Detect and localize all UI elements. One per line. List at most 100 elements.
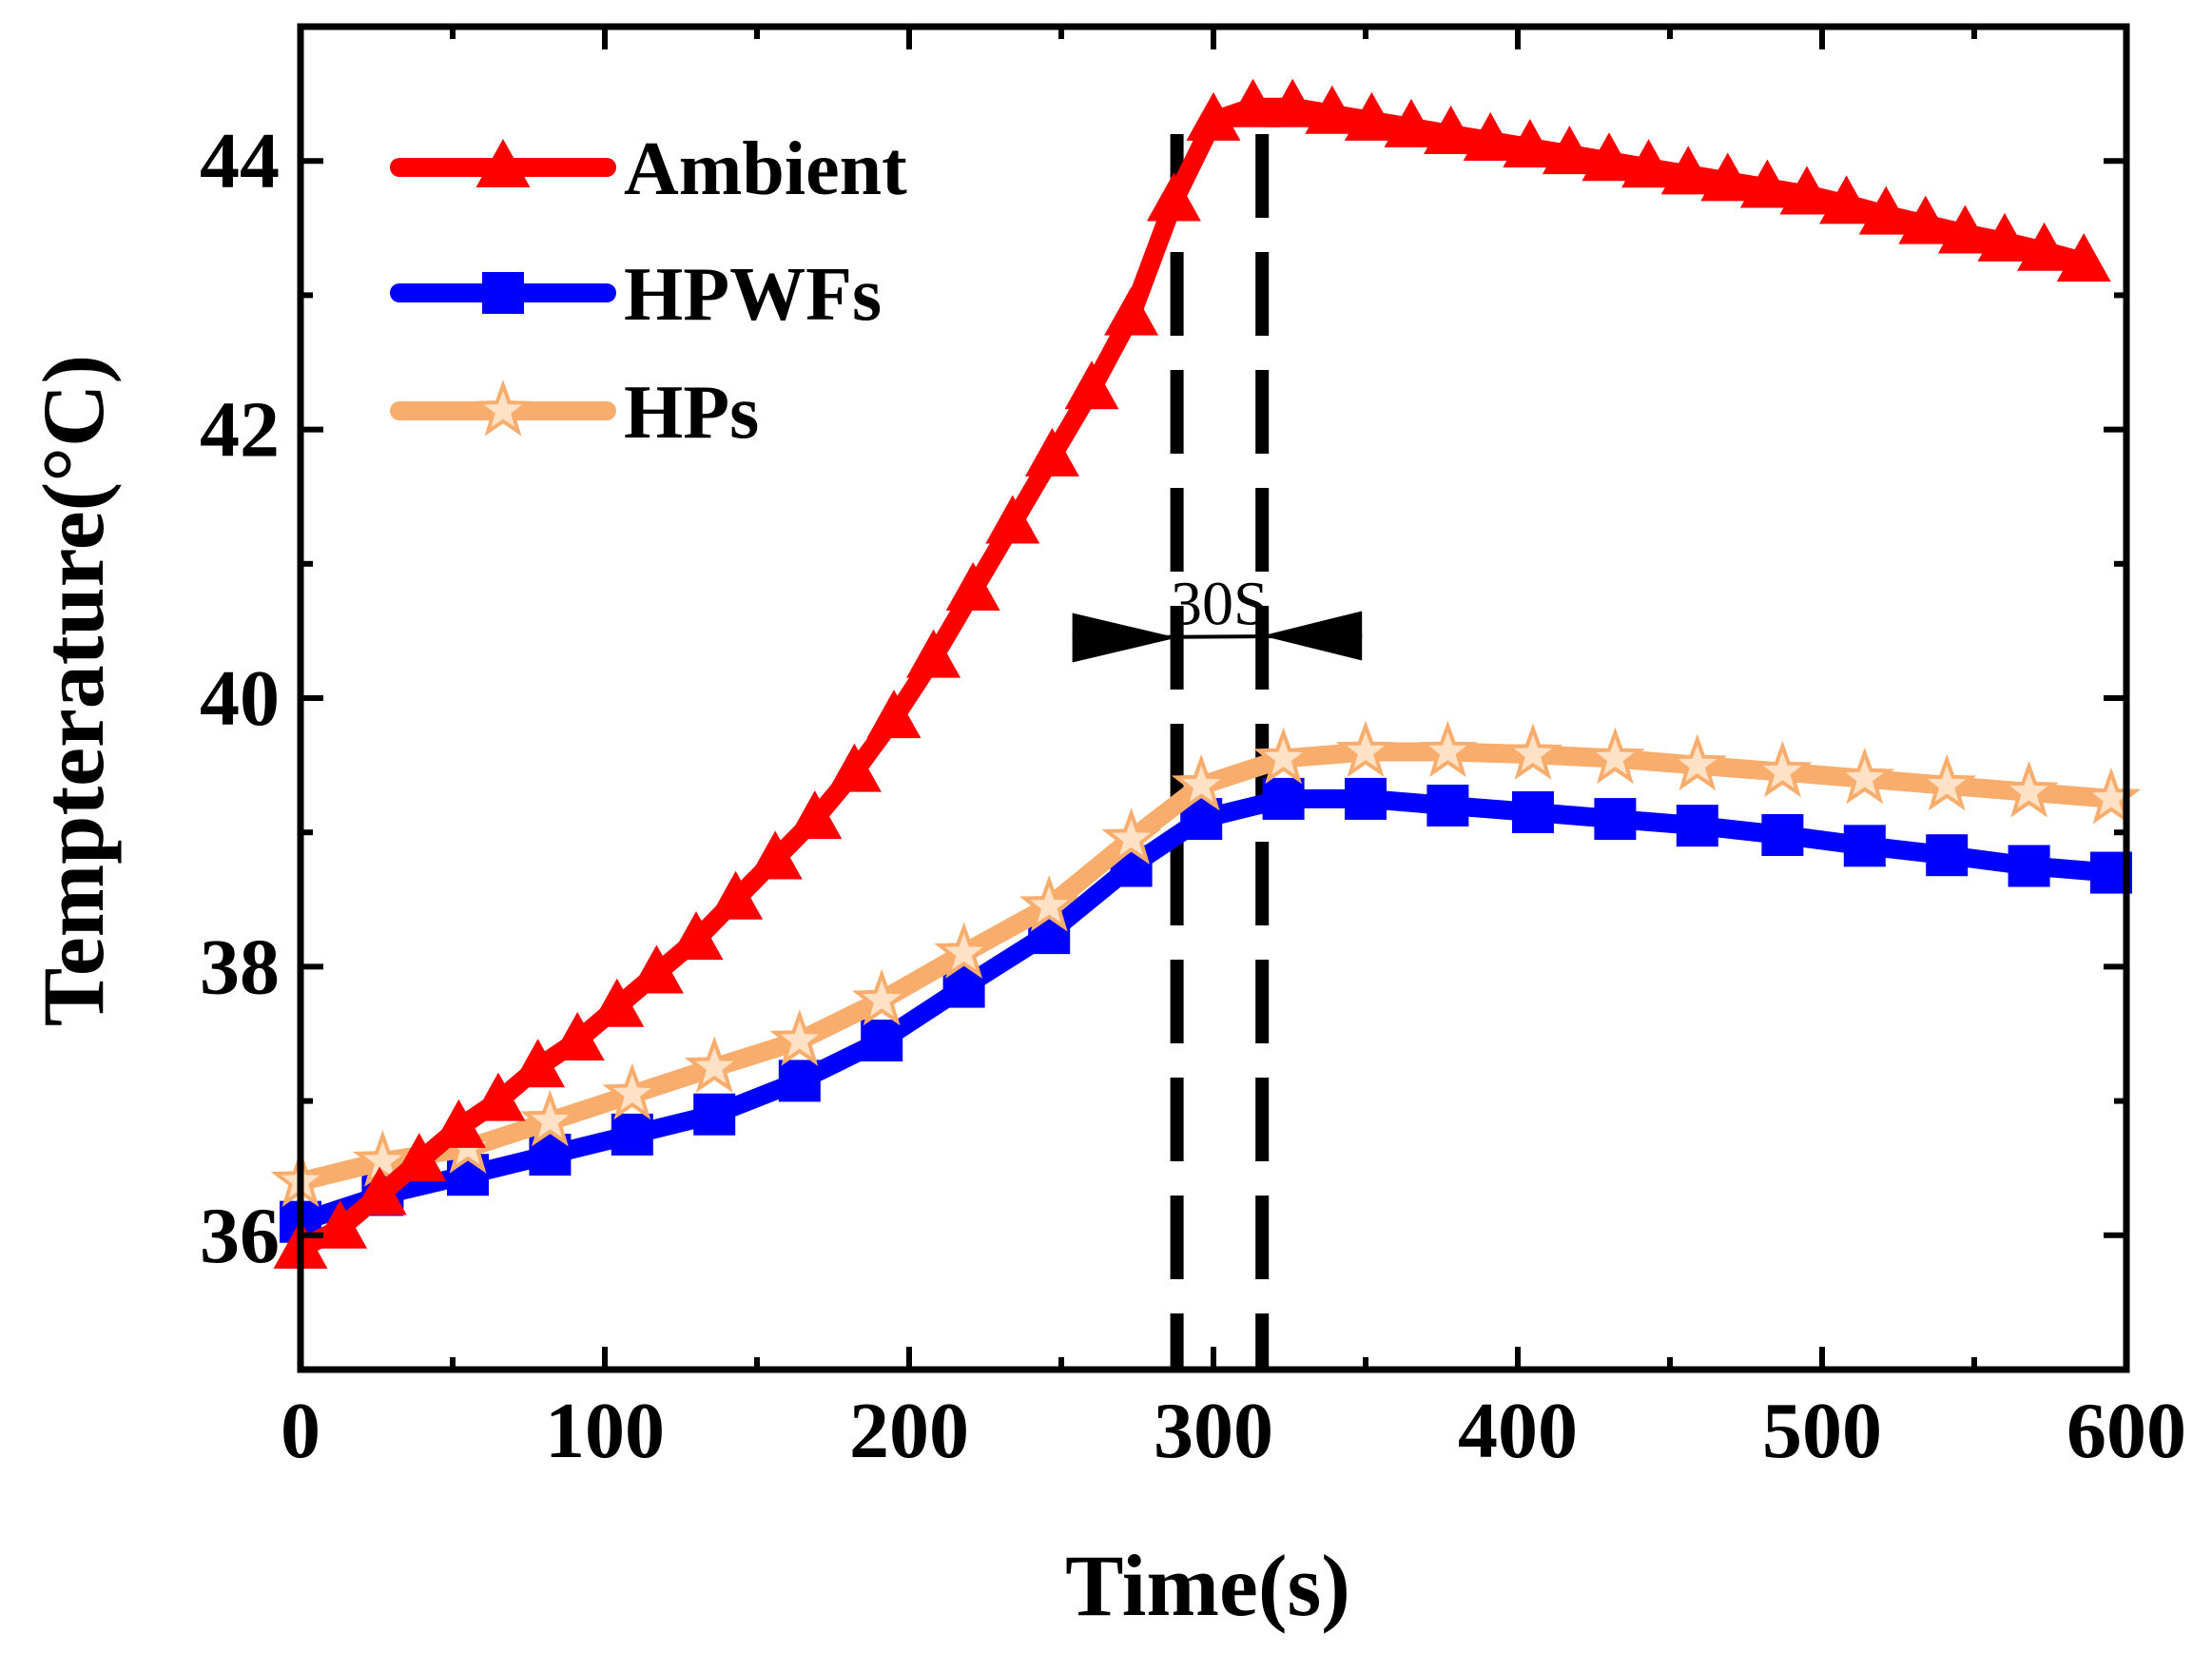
x-tick-label: 100: [545, 1387, 665, 1475]
data-point-ambient: [1024, 427, 1079, 476]
series-hps: [270, 720, 2142, 1208]
data-point-ambient: [1305, 85, 1360, 134]
x-tick-label: 500: [1762, 1387, 1882, 1475]
interval-arrow-left: [1072, 613, 1177, 663]
data-point-ambient: [392, 1133, 447, 1182]
data-point-ambient: [1937, 204, 1992, 254]
data-point-hpwfs: [1761, 814, 1804, 857]
legend-item-hpwfs: HPWFs: [390, 253, 882, 337]
interval-annotation-layer: 30S: [1072, 569, 1363, 663]
data-point-ambient: [2017, 222, 2072, 271]
y-tick-label: 36: [200, 1192, 280, 1280]
y-tick-label: 38: [200, 923, 280, 1011]
y-tick-label: 44: [200, 117, 280, 205]
x-tick-label: 400: [1458, 1387, 1578, 1475]
plot-frame: [297, 23, 2130, 1373]
x-tick-label: 600: [2066, 1387, 2186, 1475]
data-point-hps: [1999, 760, 2059, 818]
data-point-ambient: [1660, 146, 1716, 195]
data-point-ambient: [1542, 126, 1597, 175]
data-point-hps: [1171, 753, 1232, 811]
data-point-ambient: [1898, 195, 1953, 244]
legend-swatch-marker: [475, 139, 531, 187]
data-point-ambient: [1384, 98, 1439, 147]
legend-swatch-marker: [482, 272, 524, 314]
legend-label: HPWFs: [624, 253, 882, 337]
data-point-hps: [1916, 753, 1977, 811]
data-point-hps: [1667, 733, 1728, 791]
data-point-hpwfs: [1594, 798, 1637, 841]
data-point-hps: [851, 968, 912, 1026]
data-point-ambient: [431, 1099, 486, 1148]
data-point-ambient: [1104, 286, 1159, 336]
data-point-ambient: [787, 790, 843, 840]
data-point-hpwfs: [1926, 834, 1969, 877]
data-point-hpwfs: [1843, 825, 1886, 867]
annotation-lines-layer: [1170, 133, 1270, 1370]
data-point-ambient: [826, 743, 882, 792]
data-point-hpwfs: [1676, 805, 1718, 847]
data-point-ambient: [1819, 175, 1874, 224]
data-point-hps: [353, 1130, 413, 1187]
data-point-hpwfs: [611, 1113, 653, 1156]
data-point-hpwfs: [693, 1093, 736, 1136]
data-point-ambient: [1186, 91, 1241, 141]
series-ambient: [273, 78, 2111, 1269]
data-point-ambient: [1424, 105, 1479, 154]
data-point-hps: [769, 1009, 830, 1066]
data-point-ambient: [906, 629, 961, 678]
x-tick-label: 0: [281, 1387, 320, 1475]
legend-item-hps: HPs: [390, 371, 759, 455]
data-point-ambient: [1700, 152, 1756, 202]
data-point-hps: [1753, 740, 1813, 798]
data-point-ambient: [1621, 139, 1677, 188]
data-point-ambient: [550, 1012, 605, 1061]
data-point-ambient: [511, 1039, 566, 1088]
data-point-ambient: [471, 1072, 526, 1121]
data-point-ambient: [352, 1166, 407, 1215]
data-point-ambient: [1344, 91, 1399, 141]
legend-swatch-marker: [473, 379, 534, 437]
data-point-ambient: [1779, 165, 1834, 215]
x-axis-title: Time(s): [1065, 1537, 1350, 1634]
data-point-hpwfs: [1262, 777, 1305, 820]
data-point-hps: [1019, 874, 1079, 932]
data-point-hps: [934, 922, 994, 979]
data-point-hps: [684, 1036, 745, 1093]
data-point-ambient: [708, 870, 764, 920]
interval-arrow-right: [1262, 611, 1363, 661]
data-point-hpwfs: [2008, 845, 2050, 887]
x-tick-label: 300: [1154, 1387, 1273, 1475]
data-point-hps: [1585, 727, 1645, 785]
data-point-hps: [1253, 727, 1313, 785]
data-point-ambient: [1977, 212, 2032, 262]
y-tick-label: 42: [200, 386, 280, 475]
axes-layer: [297, 23, 2130, 1373]
data-point-hpwfs: [1512, 791, 1554, 834]
data-point-ambient: [985, 495, 1040, 544]
data-point-hpwfs: [778, 1060, 821, 1102]
data-point-ambient: [1146, 172, 1201, 222]
data-point-ambient: [1463, 112, 1518, 162]
data-point-hps: [1418, 720, 1478, 778]
data-point-ambient: [1503, 119, 1558, 168]
data-point-ambient: [945, 562, 1000, 612]
data-point-hps: [520, 1089, 580, 1147]
series-line-ambient: [291, 97, 2094, 1258]
interval-label: 30S: [1171, 569, 1269, 638]
data-point-hps: [1101, 807, 1161, 865]
data-point-ambient: [1581, 132, 1637, 182]
data-point-ambient: [747, 830, 803, 880]
data-point-ambient: [2056, 233, 2111, 282]
data-point-hpwfs: [1345, 777, 1387, 820]
data-point-ambient: [1265, 78, 1320, 127]
y-axis-title: Tempterature(°C): [25, 355, 122, 1026]
data-point-ambient: [1858, 185, 1913, 235]
data-point-ambient: [590, 978, 645, 1027]
y-tick-label: 40: [200, 654, 280, 743]
series-line-hpwfs: [291, 788, 2121, 1232]
data-point-hps: [1335, 720, 1396, 778]
ticks-layer: 0 100 200 300 400 500 600 36 38 40 42 44: [200, 24, 2186, 1475]
legend-label: Ambient: [624, 127, 907, 211]
